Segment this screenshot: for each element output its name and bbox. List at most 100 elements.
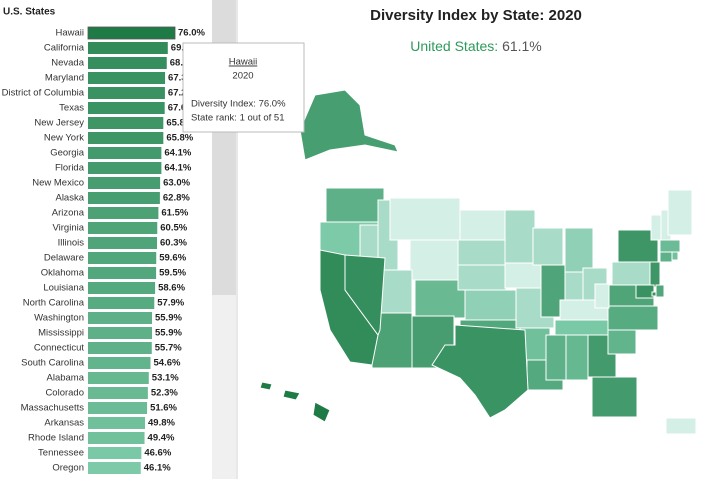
value-label: 60.3% [160,238,187,249]
state-shape [564,227,594,274]
category-label: Illinois [58,238,85,249]
value-label: 76.0% [178,28,205,39]
category-label: New Jersey [34,118,84,129]
bar [88,447,142,459]
state-shape [611,261,651,286]
bar [88,162,162,174]
state-shape [649,261,661,288]
state-shape [671,251,679,261]
bar [88,387,148,399]
state-shape [591,376,638,418]
value-label: 51.6% [150,403,177,414]
state-shape [389,197,461,241]
bar [88,282,156,294]
state-shape [282,389,301,401]
dashboard-title: Diversity Index by State: 2020 [370,7,582,24]
category-label: Rhode Island [28,433,84,444]
category-label: New York [44,133,84,144]
value-label: 62.8% [163,193,190,204]
state-shape [344,254,386,337]
category-label: Arizona [52,208,85,219]
category-label: District of Columbia [2,88,85,99]
tooltip-box [182,42,305,133]
category-label: Connecticut [34,343,85,354]
bar [88,102,165,114]
bar [88,42,168,54]
state-shape [504,262,544,289]
category-label: Washington [34,313,84,324]
category-label: Alaska [55,193,84,204]
value-label: 67.0% [168,103,195,114]
category-label: Tennessee [38,448,84,459]
bar [88,57,167,69]
state-shape [545,334,567,381]
category-label: New Mexico [32,178,84,189]
bar [88,87,165,99]
state-shape [607,329,637,355]
state-shape [607,305,659,331]
category-label: Delaware [44,253,84,264]
category-label: Nevada [51,58,84,69]
value-label: 55.9% [155,328,182,339]
state-shape [565,334,589,381]
state-shape [655,284,665,298]
category-label: Mississippi [38,328,84,339]
value-label: 53.1% [152,373,179,384]
tooltip-year: 2020 [232,71,253,82]
bar [88,222,158,234]
value-label: 59.6% [159,253,186,264]
state-shape [379,269,413,316]
state-shape [457,264,507,291]
state-shape [414,279,466,319]
value-label: 49.4% [148,433,175,444]
bar [88,177,161,189]
category-label: Maryland [45,73,84,84]
bar [88,237,158,249]
bar [88,312,152,324]
state-shape [665,417,697,435]
tooltip-state: Hawaii [229,57,258,68]
bar [88,117,164,129]
bar [88,207,159,219]
category-label: Texas [59,103,84,114]
state-shape [554,319,616,336]
tooltip: Hawaii 2020 Diversity Index: 76.0% State… [182,42,305,133]
state-shape [504,209,536,264]
category-label: Colorado [45,388,84,399]
bar [88,417,146,429]
map [259,89,697,435]
bar [88,327,152,339]
bar [88,72,166,84]
bar-chart: Hawaii76.0%California69.7%Nevada68.8%Mar… [2,26,205,474]
tooltip-index: Diversity Index: 76.0% [191,99,286,110]
value-label: 49.8% [148,418,175,429]
value-label: 64.1% [164,163,191,174]
state-shape [259,381,273,391]
state-shape [635,284,655,299]
bar [88,147,162,159]
value-label: 67.3% [168,73,195,84]
bar [88,342,152,354]
value-label: 61.5% [161,208,188,219]
value-label: 54.6% [154,358,181,369]
bar [88,372,149,384]
bar [88,357,151,369]
category-label: California [44,43,85,54]
state-shape [532,227,564,266]
bar [88,192,160,204]
state-shape [594,283,610,309]
category-label: Massachusetts [21,403,85,414]
category-label: Oregon [52,463,84,474]
value-label: 52.3% [151,388,178,399]
value-label: 55.9% [155,313,182,324]
value-label: 46.6% [144,448,171,459]
us-label: United States: [410,38,498,54]
state-shape [325,187,385,225]
category-label: Hawaii [55,28,84,39]
value-label: 64.1% [164,148,191,159]
state-shape [464,289,519,321]
bar [88,267,157,279]
category-label: Louisiana [43,283,84,294]
state-shape [312,401,331,423]
